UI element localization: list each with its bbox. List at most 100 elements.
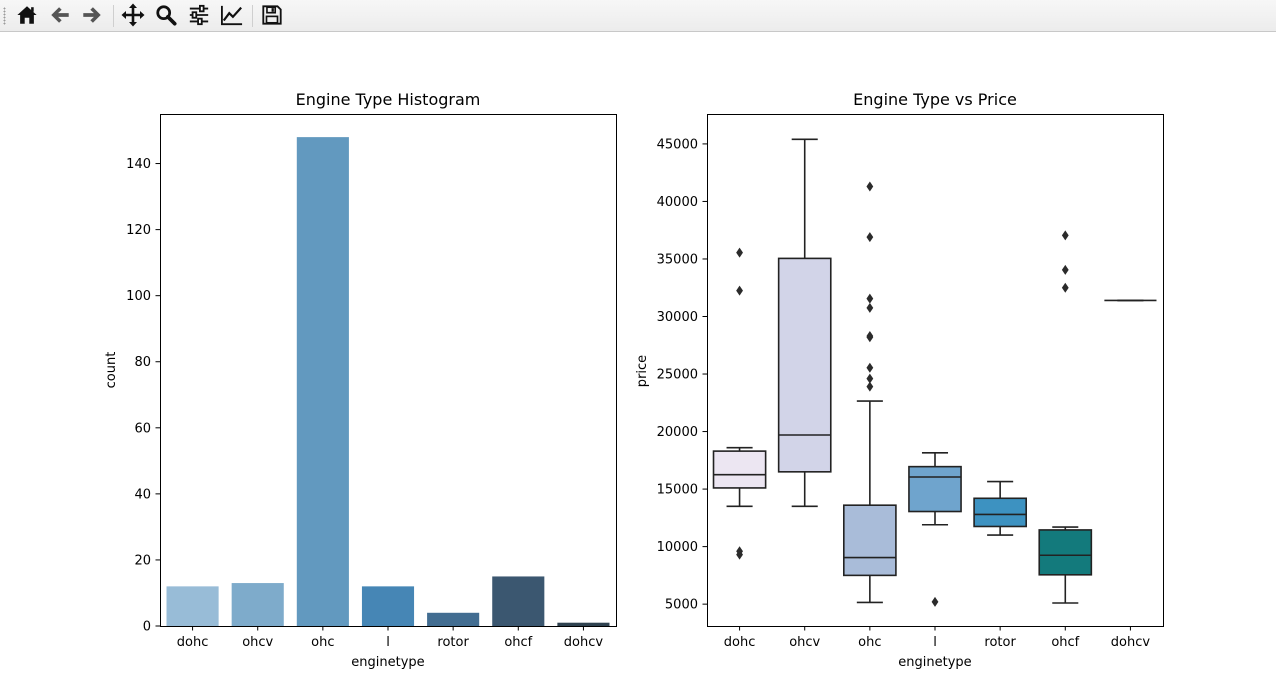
iqr-box [712, 450, 767, 489]
configure-subplots-button[interactable] [185, 2, 213, 28]
outlier-point [866, 373, 874, 384]
iqr-box [908, 465, 962, 513]
sliders-icon [189, 4, 209, 26]
toolbar-separator [252, 5, 253, 27]
zoom-button[interactable] [152, 2, 180, 28]
outlier-point [736, 285, 743, 296]
histogram-x-label: enginetype [351, 655, 424, 670]
outlier-point [866, 331, 874, 342]
floppy-disk-icon [262, 5, 282, 25]
histogram-bar [296, 137, 349, 627]
x-tick-label: ohcf [504, 635, 532, 650]
box-rotor [973, 480, 1027, 536]
boxplot-title: Engine Type vs Price [853, 90, 1017, 109]
y-tick-label: 30000 [657, 310, 698, 325]
save-button[interactable] [258, 2, 286, 28]
outlier-point [1061, 230, 1069, 241]
edit-axis-button[interactable] [218, 2, 246, 28]
y-tick-label: 60 [134, 421, 151, 436]
histogram-bar [557, 622, 610, 626]
iqr-box [777, 257, 832, 473]
y-tick-label: 140 [126, 157, 151, 172]
x-tick-label: dohcv [1111, 635, 1151, 650]
y-tick-label: 35000 [657, 252, 698, 267]
y-tick-label: 80 [134, 355, 151, 370]
y-tick-label: 45000 [657, 137, 698, 152]
iqr-box [842, 504, 897, 577]
histogram-y-label: count [104, 352, 119, 389]
magnifier-icon [156, 5, 177, 26]
boxplot-x-ticks: dohc ohcv ohc l rotor ohcf dohcv [724, 626, 1151, 650]
box-ohcf [1038, 230, 1093, 604]
boxplot-boxes [712, 138, 1157, 607]
outlier-point [1061, 264, 1069, 275]
iqr-box [973, 497, 1027, 528]
boxplot-x-label: enginetype [898, 655, 971, 670]
boxplot-axes-frame [707, 114, 1164, 627]
histogram-x-ticks: dohc ohcv ohc l rotor ohcf dohcv [177, 626, 604, 650]
pan-button[interactable] [119, 2, 147, 28]
y-tick-label: 40 [134, 487, 151, 502]
x-tick-label: rotor [437, 635, 469, 650]
outlier-point [866, 362, 874, 373]
box-l [908, 452, 962, 607]
boxplot-y-ticks: 5000 10000 15000 20000 25000 30000 35000 40000 4… [657, 137, 707, 613]
y-tick-label: 10000 [657, 540, 698, 555]
outlier-point [866, 293, 874, 304]
histogram-bar [231, 583, 284, 626]
box-ohcv [777, 138, 832, 508]
y-tick-label: 5000 [665, 598, 698, 613]
x-tick-label: ohc [311, 635, 334, 650]
histogram-y-ticks: 0 20 40 60 80 100 120 140 [126, 157, 160, 635]
y-tick-label: 120 [126, 223, 151, 238]
x-tick-label: dohc [177, 635, 209, 650]
y-tick-label: 20000 [657, 425, 698, 440]
histogram-bar [166, 586, 219, 626]
y-tick-label: 40000 [657, 195, 698, 210]
back-button[interactable] [46, 2, 74, 28]
histogram-title: Engine Type Histogram [296, 90, 481, 109]
x-tick-label: rotor [984, 635, 1016, 650]
outlier-point [1061, 282, 1069, 293]
histogram-axes-frame [160, 114, 617, 627]
outlier-point [736, 247, 743, 258]
forward-button[interactable] [78, 2, 106, 28]
histogram-panel: Engine Type Histogram 0 20 40 60 80 100 120 140… [104, 90, 617, 670]
iqr-box [1038, 529, 1093, 576]
home-icon [17, 6, 37, 24]
outlier-point [866, 232, 874, 243]
outlier-point [736, 546, 743, 557]
x-tick-label: ohcv [242, 635, 273, 650]
outlier-point [866, 302, 874, 313]
home-button[interactable] [13, 2, 41, 28]
box-dohc [712, 247, 767, 560]
boxplot-y-label: price [635, 355, 650, 387]
histogram-bars [166, 137, 610, 627]
move-icon [121, 3, 145, 27]
navigation-toolbar [0, 0, 1276, 32]
x-tick-label: l [386, 635, 390, 650]
figure-canvas: Engine Type Histogram 0 20 40 60 80 100 120 140… [104, 90, 1164, 670]
boxplot-panel: Engine Type vs Price 5000 10000 15000 20000… [635, 90, 1164, 670]
toolbar-grip [3, 7, 6, 25]
x-tick-label: dohc [724, 635, 756, 650]
arrow-right-icon [83, 7, 101, 23]
x-tick-label: ohcf [1051, 635, 1079, 650]
histogram-bar [427, 612, 480, 626]
y-tick-label: 25000 [657, 368, 698, 383]
outlier-point [931, 596, 939, 607]
arrow-left-icon [51, 7, 69, 23]
line-chart-icon [221, 5, 243, 26]
y-tick-label: 15000 [657, 483, 698, 498]
box-ohc [842, 181, 897, 604]
y-tick-label: 0 [143, 620, 151, 635]
x-tick-label: l [933, 635, 937, 650]
histogram-bar [492, 576, 545, 626]
x-tick-label: dohcv [564, 635, 604, 650]
toolbar-separator [113, 5, 114, 27]
outlier-point [866, 381, 874, 392]
y-tick-label: 20 [134, 553, 151, 568]
histogram-bar [361, 586, 415, 626]
y-tick-label: 100 [126, 289, 151, 304]
x-tick-label: ohc [858, 635, 881, 650]
